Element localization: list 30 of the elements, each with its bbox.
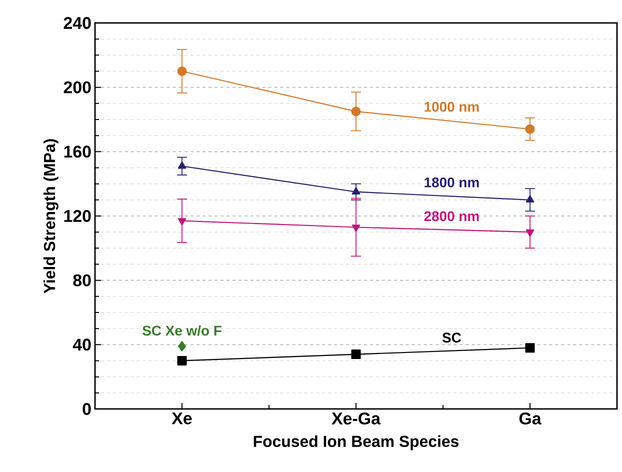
point <box>352 224 360 232</box>
point <box>351 106 361 116</box>
x-tick-label: Xe-Ga <box>332 412 381 424</box>
series-label: SC Xe w/o F <box>142 325 222 336</box>
point <box>178 161 186 169</box>
point <box>177 356 187 366</box>
y-tick-label: 240 <box>64 16 91 29</box>
point <box>352 187 360 195</box>
y-tick-label: 40 <box>72 338 91 351</box>
x-axis-title: Focused Ion Beam Species <box>254 435 459 450</box>
point <box>351 350 361 360</box>
x-tick-label: Ga <box>519 412 542 424</box>
y-tick-label: 160 <box>64 146 91 158</box>
series-label: SC <box>442 332 462 343</box>
point <box>177 66 187 76</box>
y-tick-label: 200 <box>64 81 91 94</box>
x-tick-label: Xe <box>172 412 192 424</box>
series-label: 1000 nm <box>424 102 479 112</box>
point <box>525 124 535 134</box>
y-tick-label: 120 <box>64 210 91 222</box>
y-tick-label: 0 <box>82 402 91 415</box>
point <box>525 343 535 353</box>
y-tick-label: 80 <box>73 274 91 286</box>
point <box>526 229 534 237</box>
series-label: 2800 nm <box>424 211 479 222</box>
point <box>526 195 534 203</box>
point <box>178 218 186 226</box>
y-axis-title: Yield Strength (MPa) <box>43 139 58 294</box>
point <box>178 340 186 352</box>
series-label: 1800 nm <box>424 177 479 188</box>
